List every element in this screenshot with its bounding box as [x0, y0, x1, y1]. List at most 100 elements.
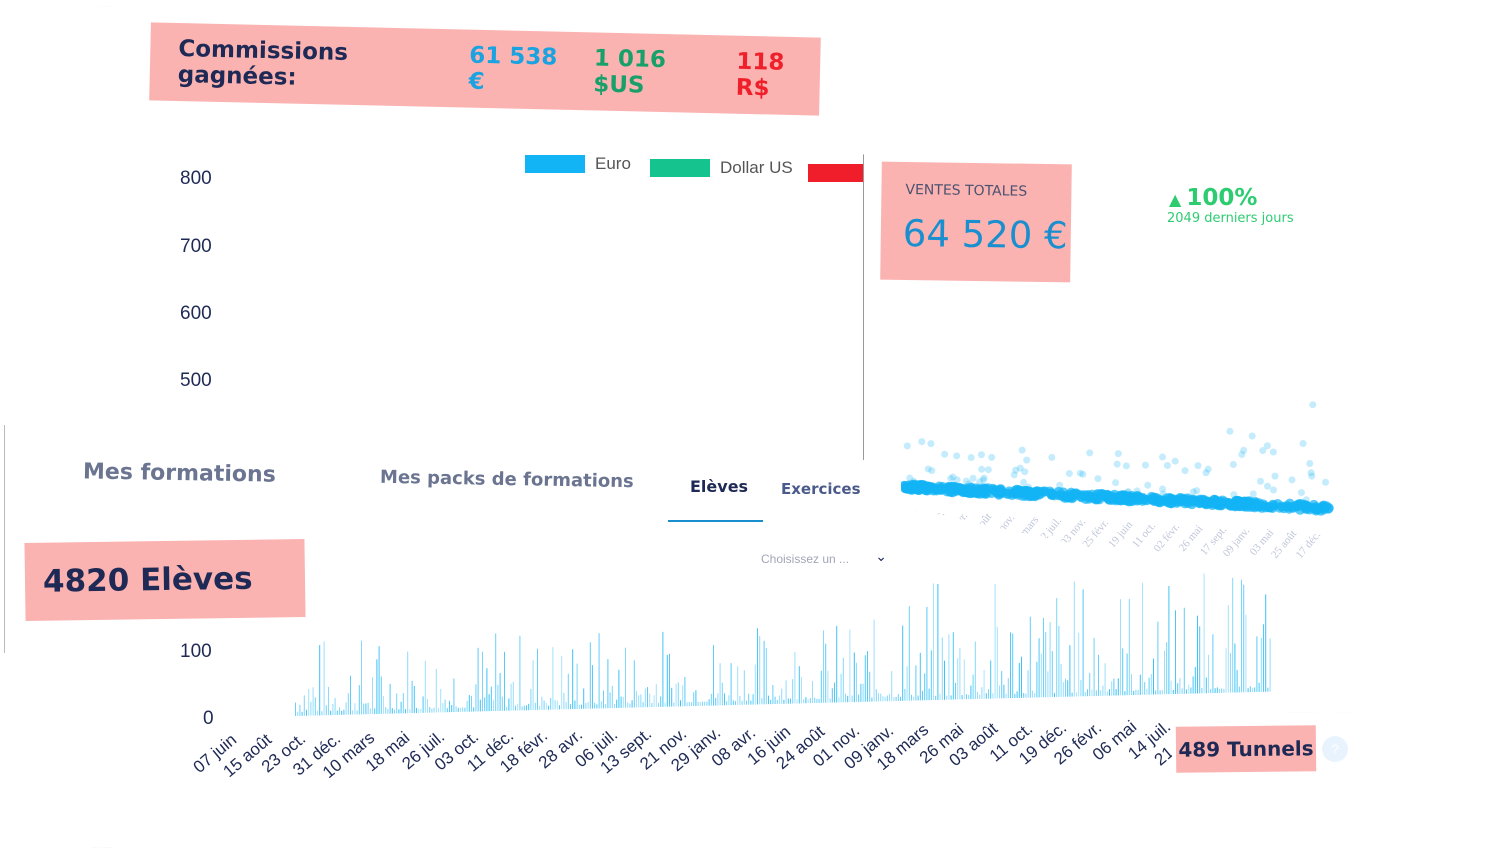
legend-usd[interactable]: Dollar US: [650, 158, 793, 178]
bar: [664, 702, 666, 707]
scatter-point: [965, 482, 976, 493]
scatter-point: [1209, 494, 1220, 505]
bar: [1071, 692, 1073, 697]
bar: [605, 704, 607, 709]
bar: [484, 697, 486, 712]
bar: [1133, 690, 1135, 696]
bar: [1188, 684, 1190, 694]
bar: [1227, 605, 1229, 693]
bar: [453, 678, 455, 713]
bar: [1018, 662, 1020, 698]
bar: [858, 694, 860, 702]
bar: [328, 686, 329, 716]
bar: [710, 693, 712, 706]
bar: [1027, 670, 1029, 698]
bar: [735, 700, 736, 705]
bar: [389, 683, 391, 714]
legend-euro[interactable]: Euro: [525, 154, 631, 174]
bar: [616, 699, 618, 708]
scatter-point: [967, 454, 975, 462]
bar: [559, 705, 560, 710]
bar: [1029, 616, 1031, 698]
bar: [924, 673, 926, 701]
bar: [1054, 692, 1055, 698]
bar: [627, 702, 629, 708]
scatter-point: [1074, 489, 1085, 500]
bar: [655, 683, 657, 707]
y-tick: 0: [203, 708, 214, 729]
bar: [629, 703, 631, 708]
bar: [891, 671, 893, 702]
bar: [532, 660, 534, 711]
scatter-point: [1300, 502, 1311, 513]
scatter-point: [1094, 475, 1102, 483]
commissions-label: Commissions gagnées:: [177, 36, 349, 91]
bar: [772, 685, 774, 705]
scatter-point: [1024, 483, 1032, 491]
bar: [1249, 686, 1251, 693]
bar: [486, 668, 488, 712]
tab-mes-packs[interactable]: Mes packs de formations: [379, 466, 634, 493]
tab-exercices[interactable]: Exercices: [781, 480, 861, 498]
bar: [886, 695, 888, 702]
bar: [455, 706, 457, 712]
bar: [878, 693, 879, 702]
bar: [680, 700, 681, 707]
bar: [363, 703, 365, 715]
bar: [464, 707, 466, 712]
bar: [823, 630, 824, 703]
bar: [380, 676, 382, 714]
scatter-point: [1107, 493, 1118, 504]
bar: [763, 640, 765, 705]
bar: [1087, 689, 1088, 697]
bar: [792, 679, 794, 704]
bar: [713, 645, 714, 706]
tab-eleves[interactable]: Elèves: [690, 477, 749, 496]
tunnels-count: 489 Tunnels: [1175, 725, 1317, 773]
bar: [1128, 598, 1130, 696]
scatter-point: [1071, 488, 1079, 496]
bar: [642, 702, 644, 708]
bar: [831, 688, 833, 703]
bar: [946, 695, 948, 700]
bar: [460, 707, 461, 712]
bar: [433, 707, 435, 713]
bar: [871, 697, 873, 702]
bar: [937, 584, 939, 700]
legend-swatch: [525, 155, 585, 173]
bar: [473, 707, 475, 712]
student-select[interactable]: Choisissez un ... ⌄: [761, 548, 887, 566]
bar: [609, 692, 611, 709]
bar: [640, 694, 642, 708]
bar: [779, 695, 780, 704]
help-icon[interactable]: ?: [1322, 736, 1348, 762]
bar: [880, 693, 882, 702]
bar: [952, 632, 954, 700]
bar: [840, 673, 842, 703]
bar: [1131, 674, 1132, 696]
bar: [1146, 688, 1148, 695]
bar: [1159, 690, 1161, 695]
bar: [561, 656, 563, 710]
bar: [737, 666, 739, 705]
bar: [479, 699, 481, 712]
bar: [495, 633, 497, 711]
bar: [1142, 582, 1143, 695]
bar: [1003, 684, 1005, 699]
tab-mes-formations[interactable]: Mes formations: [82, 459, 277, 488]
bar: [1095, 690, 1097, 696]
bar: [385, 707, 387, 714]
bar: [869, 671, 871, 702]
bar: [418, 708, 420, 713]
scatter-point: [1323, 502, 1334, 513]
bar: [383, 696, 384, 714]
bar: [570, 704, 571, 710]
bar: [992, 693, 994, 699]
scatter-point: [1048, 453, 1056, 461]
scatter-point: [1297, 489, 1305, 497]
bar: [884, 696, 886, 702]
bar: [908, 606, 910, 701]
bar: [622, 696, 624, 708]
scatter-point: [994, 486, 1005, 497]
legend-brl[interactable]: [808, 164, 878, 182]
